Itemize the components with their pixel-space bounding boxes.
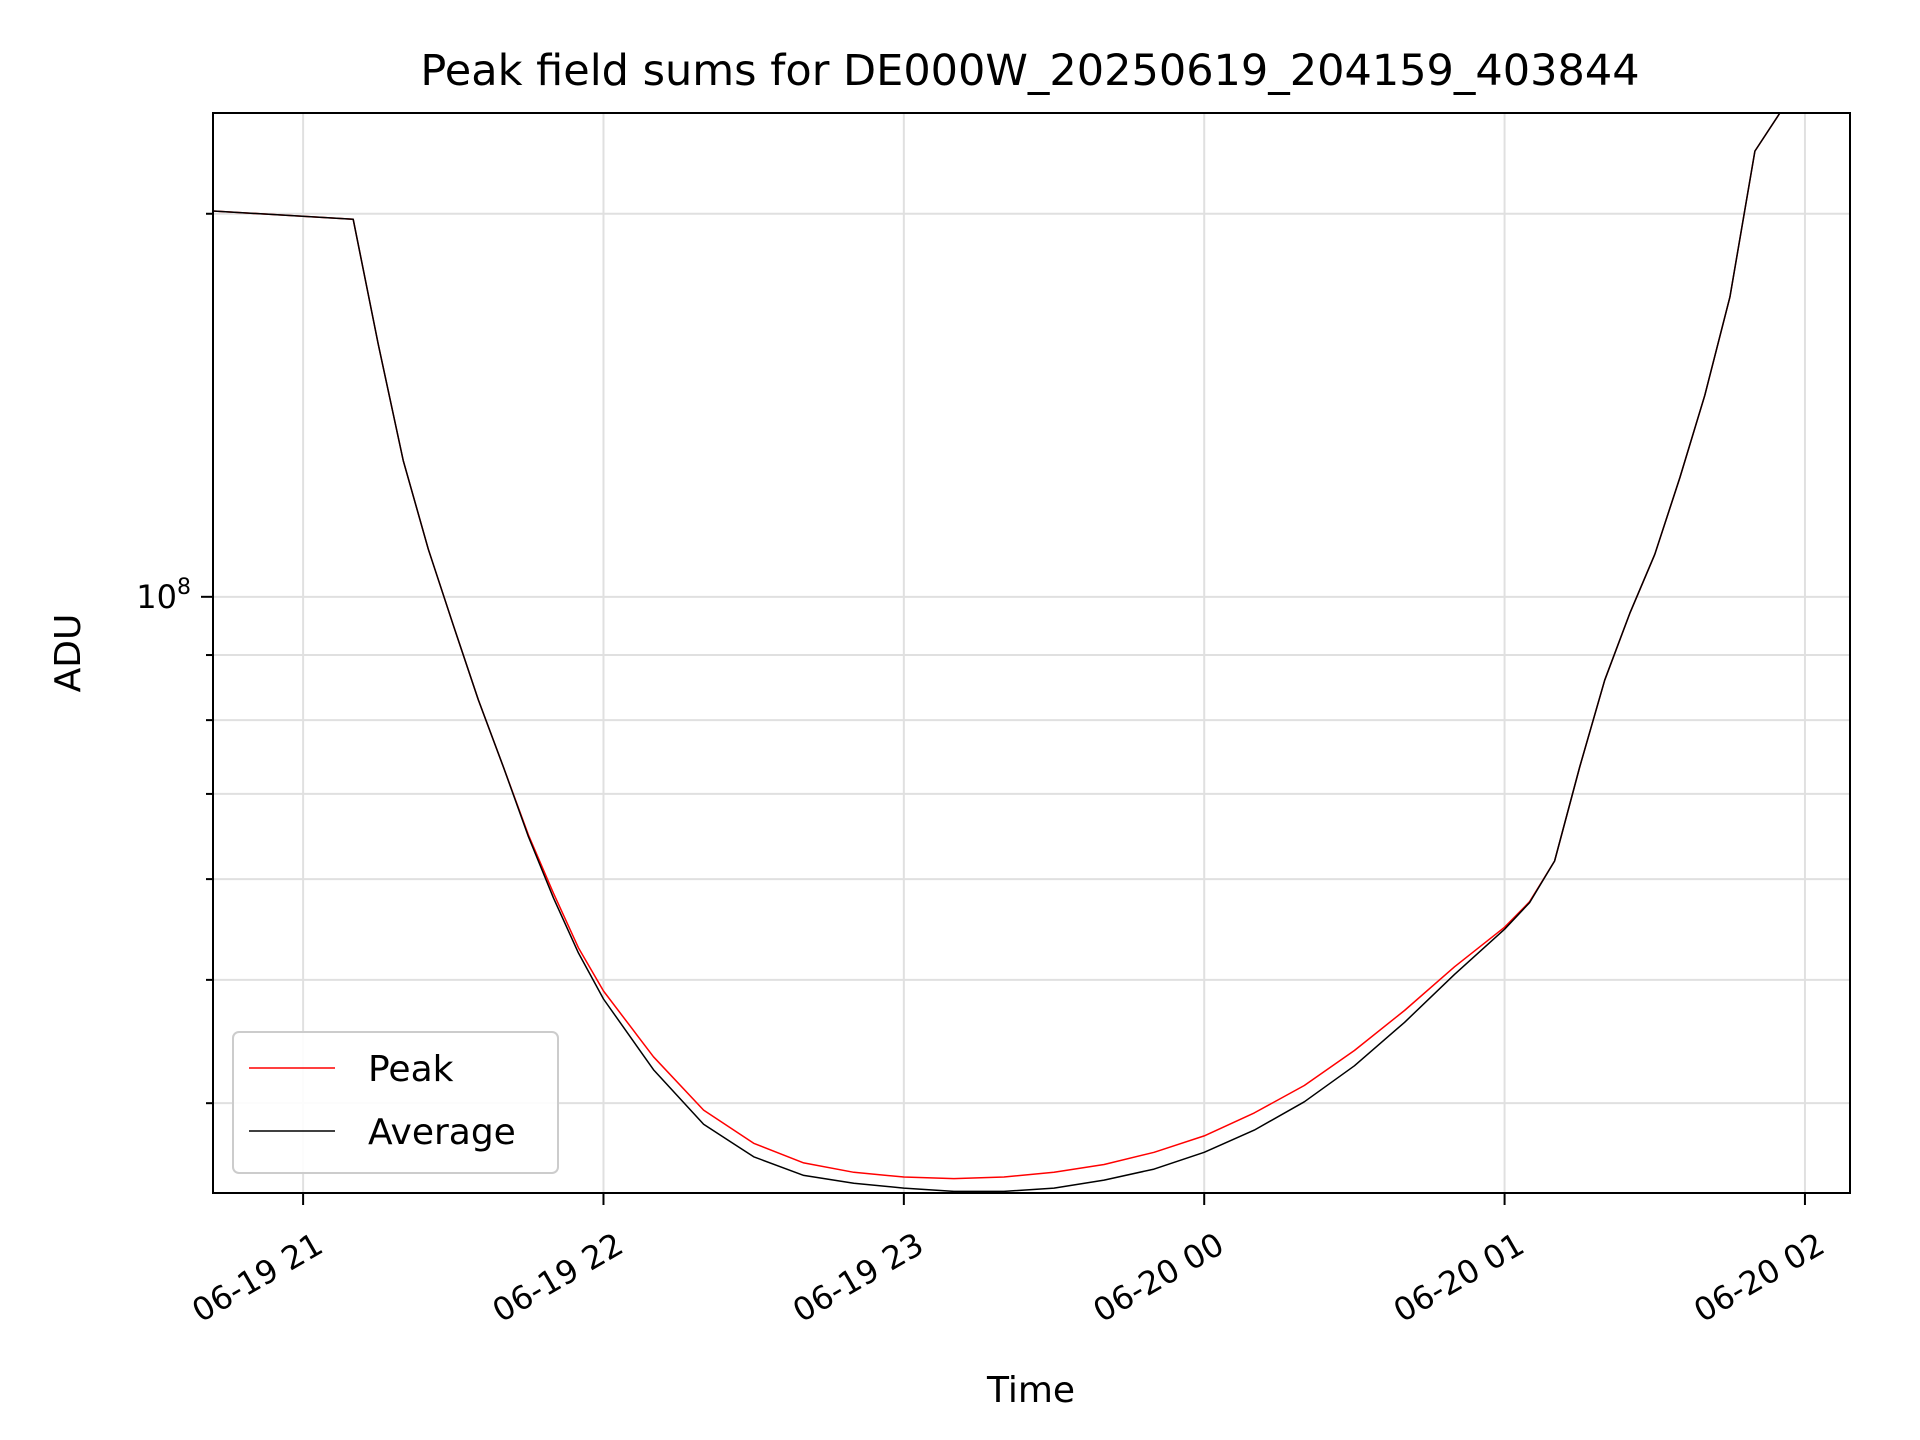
y-tick-label: 108 <box>136 575 191 616</box>
chart-title: Peak field sums for DE000W_20250619_2041… <box>420 46 1639 96</box>
series-lines <box>212 112 1781 1193</box>
series-line-average <box>212 112 1781 1193</box>
plot-frame <box>212 112 1851 1194</box>
y-axis-label: ADU <box>48 614 89 693</box>
legend: Peak Average <box>232 1031 559 1174</box>
legend-peak-label: Peak <box>368 1049 454 1090</box>
x-axis-label: Time <box>986 1370 1075 1411</box>
legend-average-label: Average <box>368 1112 516 1153</box>
grid <box>213 113 1850 1193</box>
